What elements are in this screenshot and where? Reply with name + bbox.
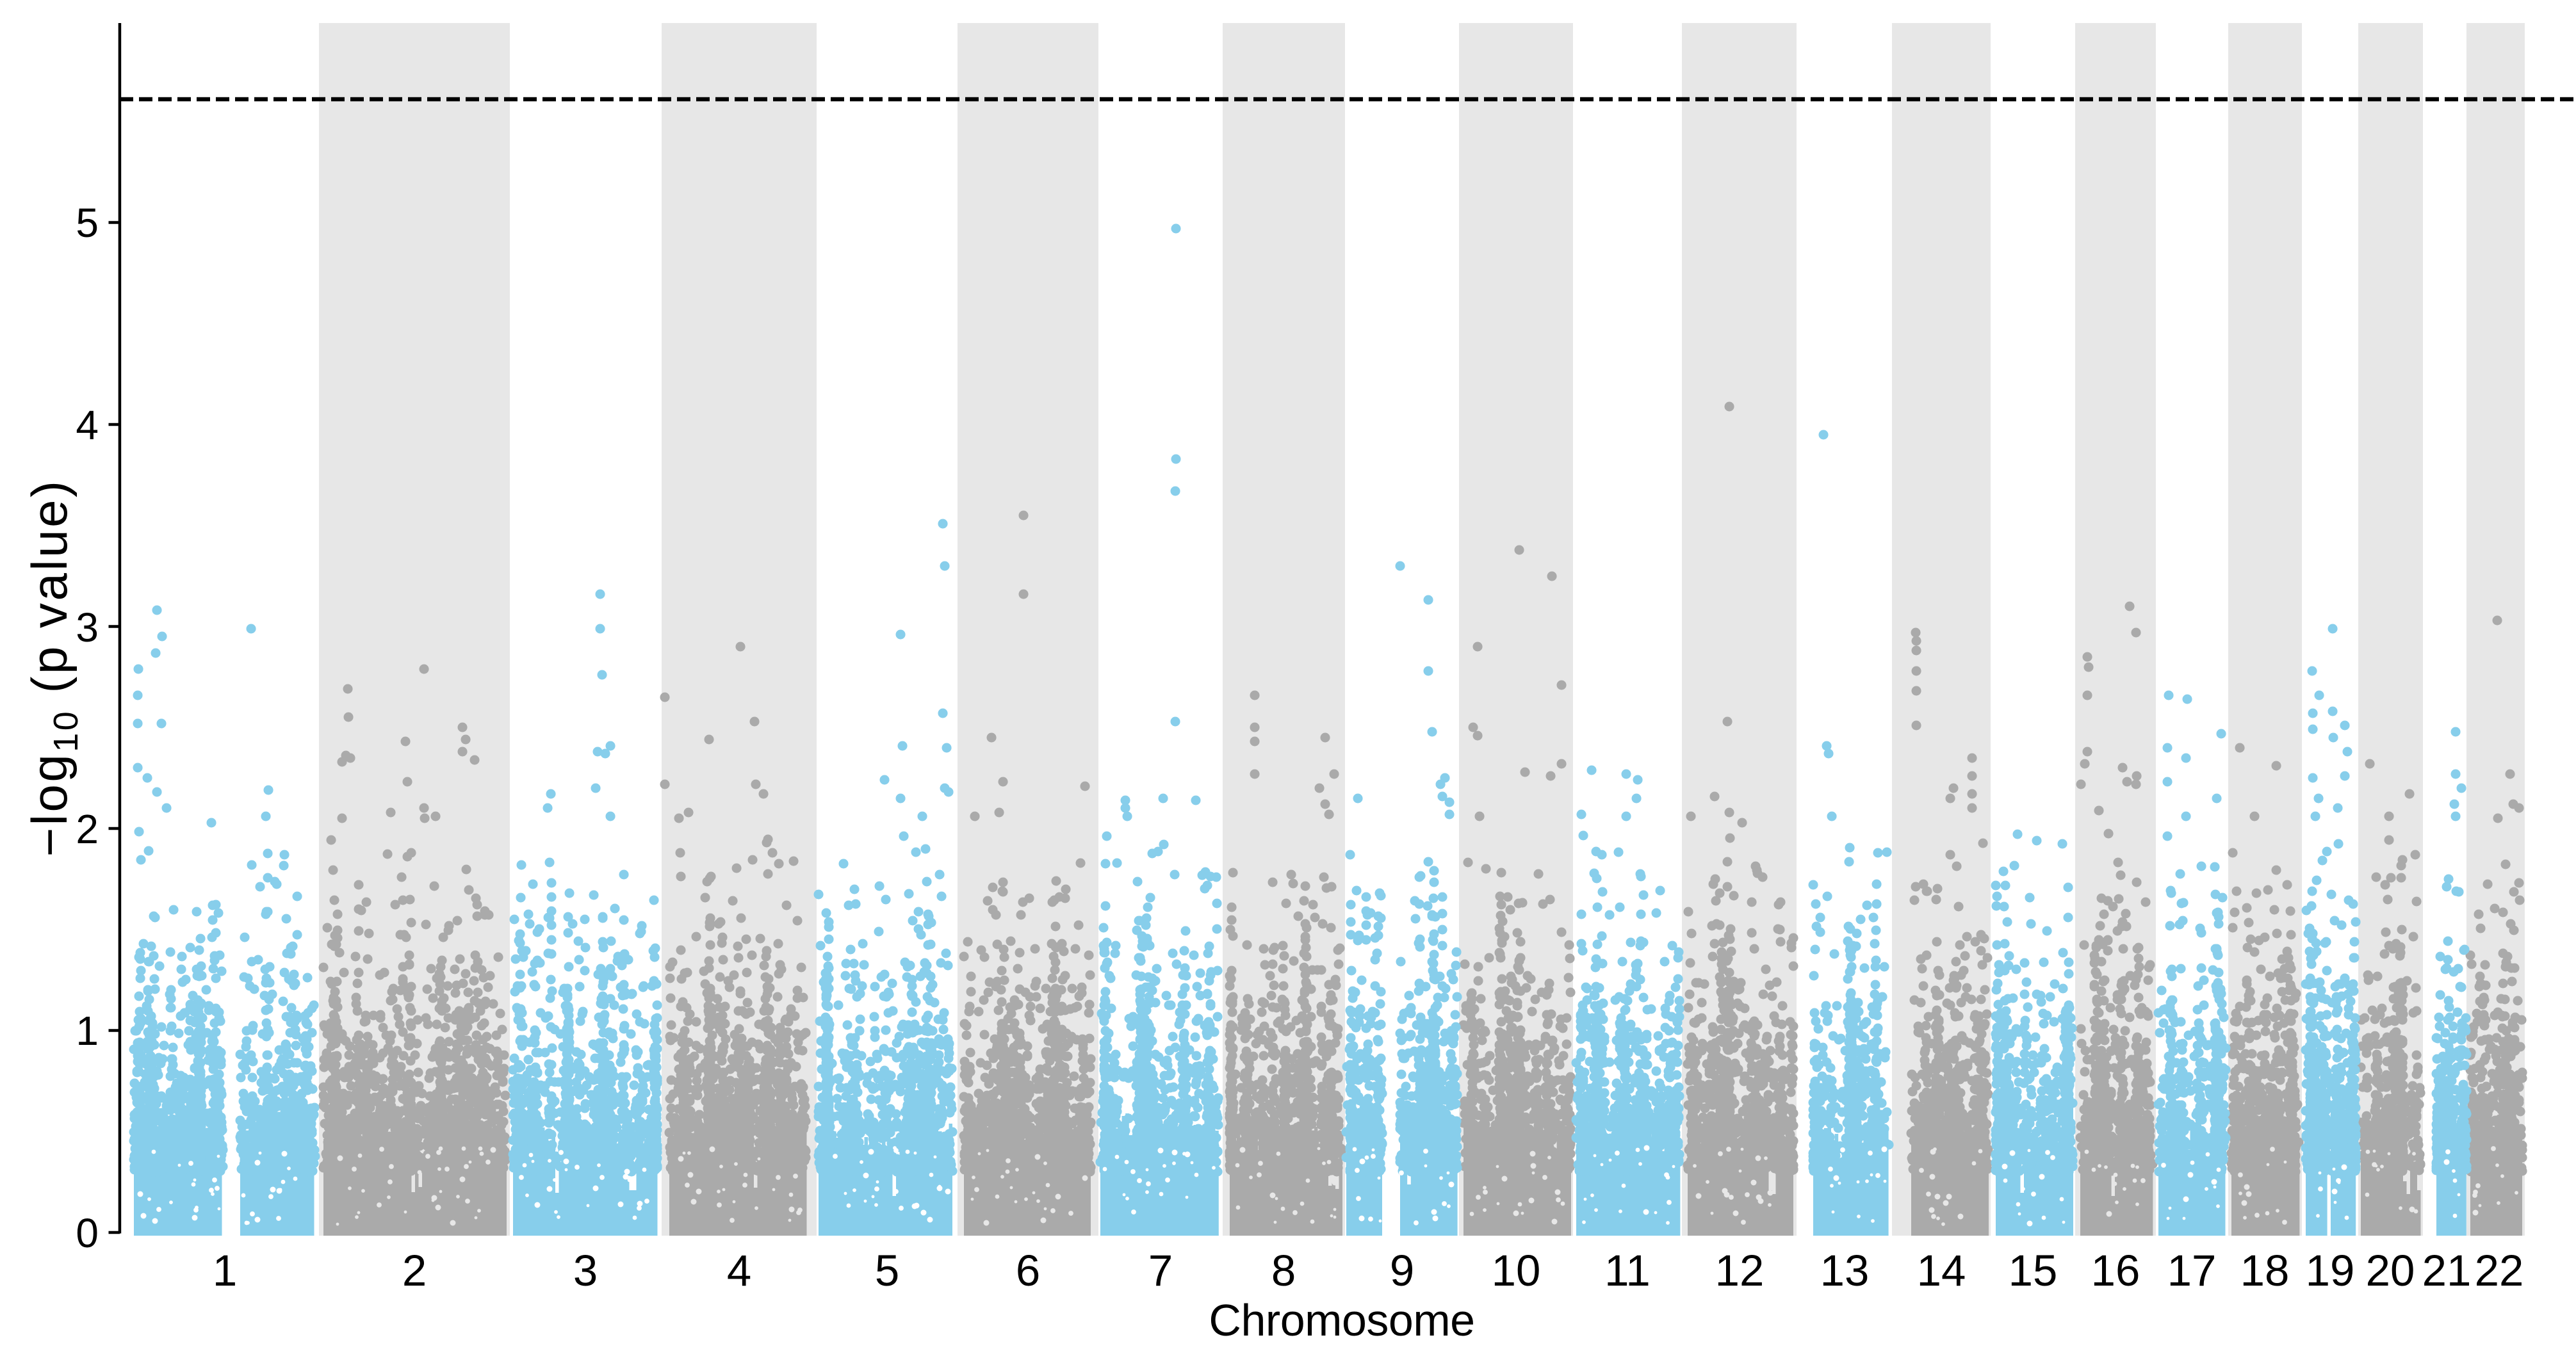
- svg-text:17: 17: [2167, 1246, 2217, 1295]
- svg-text:20: 20: [2366, 1246, 2415, 1295]
- svg-text:16: 16: [2091, 1246, 2140, 1295]
- svg-text:21: 21: [2422, 1246, 2472, 1295]
- svg-text:12: 12: [1715, 1246, 1765, 1295]
- svg-text:Chromosome: Chromosome: [1209, 1295, 1474, 1345]
- svg-text:15: 15: [2009, 1246, 2058, 1295]
- svg-text:13: 13: [1820, 1246, 1870, 1295]
- svg-text:18: 18: [2240, 1246, 2290, 1295]
- svg-text:3: 3: [76, 604, 99, 650]
- svg-text:5: 5: [76, 200, 99, 246]
- svg-text:0: 0: [76, 1210, 99, 1256]
- svg-text:8: 8: [1271, 1246, 1296, 1295]
- svg-text:2: 2: [402, 1246, 427, 1295]
- svg-text:5: 5: [875, 1246, 899, 1295]
- svg-text:14: 14: [1917, 1246, 1966, 1295]
- svg-text:22: 22: [2475, 1246, 2524, 1295]
- svg-text:10: 10: [1492, 1246, 1541, 1295]
- svg-text:3: 3: [573, 1246, 598, 1295]
- svg-text:6: 6: [1016, 1246, 1040, 1295]
- svg-text:−log10 (p value): −log10 (p value): [21, 479, 85, 857]
- svg-text:1: 1: [213, 1246, 237, 1295]
- svg-text:9: 9: [1390, 1246, 1414, 1295]
- svg-text:4: 4: [76, 402, 99, 448]
- svg-text:11: 11: [1604, 1246, 1651, 1295]
- svg-text:2: 2: [76, 806, 99, 852]
- svg-text:19: 19: [2306, 1246, 2355, 1295]
- svg-text:1: 1: [76, 1008, 99, 1054]
- svg-text:4: 4: [727, 1246, 751, 1295]
- svg-text:7: 7: [1148, 1246, 1173, 1295]
